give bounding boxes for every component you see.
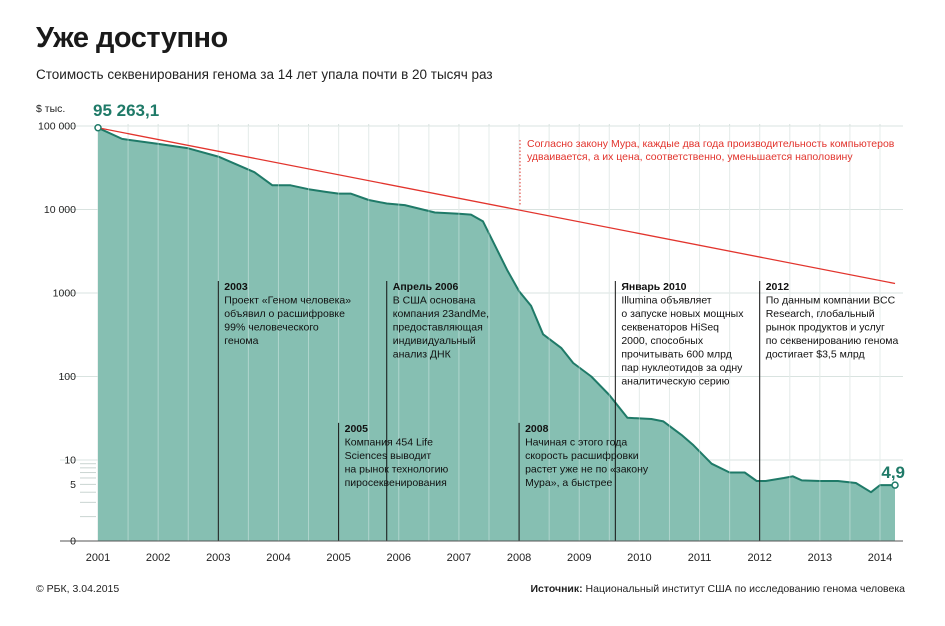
- annotation-title: 2003: [224, 281, 248, 293]
- annotation-line-text: 2000, способных: [621, 335, 704, 347]
- annotation-line-text: пиросеквенирования: [345, 477, 447, 489]
- annotation-lines: [217, 281, 761, 541]
- annotation-line-text: скорость расшифровки: [525, 450, 639, 462]
- x-tick-label: 2006: [387, 552, 411, 564]
- x-tick-label: 2002: [146, 552, 170, 564]
- annotation-line-text: компания 23andMe,: [393, 308, 489, 320]
- x-tick-label: 2010: [627, 552, 651, 564]
- x-tick-label: 2007: [447, 552, 471, 564]
- annotation-line-text: о запуске новых мощных: [621, 308, 744, 320]
- annotation-line-text: генома: [224, 335, 258, 347]
- annotation-line-text: рынок продуктов и услуг: [766, 322, 885, 334]
- annotation-line-text: В США основана: [393, 295, 476, 307]
- moore-note-line1: Согласно закону Мура, каждые два года пр…: [527, 138, 895, 150]
- x-tick-label: 2009: [567, 552, 591, 564]
- annotation-line-text: секвенаторов HiSeq: [621, 322, 719, 334]
- x-tick-label: 2004: [266, 552, 290, 564]
- annotation-line-text: объявил о расшифровке: [224, 308, 345, 320]
- y-tick-label: 100 000: [38, 121, 76, 133]
- annotation-line-text: прочитывать 600 млрд: [621, 349, 732, 361]
- annotation-title: 2012: [766, 281, 790, 293]
- x-tick-label: 2013: [808, 552, 832, 564]
- annotation-line-text: Начиная с этого года: [525, 436, 627, 448]
- y-axis-label: $ тыс.: [36, 103, 65, 115]
- y-tick-label: 100: [58, 371, 76, 383]
- x-tick-label: 2005: [326, 552, 350, 564]
- annotation-line-text: предоставляющая: [393, 322, 483, 334]
- area-layer: [97, 126, 895, 542]
- annotation-line-text: достигает $3,5 млрд: [766, 349, 865, 361]
- y-tick-label: 10 000: [44, 204, 76, 216]
- annotation-title: 2005: [345, 423, 369, 435]
- cost-line: [97, 126, 895, 494]
- annotation-title: Январь 2010: [621, 281, 686, 293]
- annotation-line-text: По данным компании BCC: [766, 295, 896, 307]
- y-tick-label: 1000: [53, 288, 77, 300]
- page-subtitle: Стоимость секвенирования генома за 14 ле…: [36, 67, 493, 82]
- first-value-label: 95 263,1: [93, 101, 159, 120]
- annotation-line-text: Проект «Геном человека»: [224, 295, 351, 307]
- annotation-line-text: Мура», а быстрее: [525, 477, 612, 489]
- moore-line: [97, 127, 896, 285]
- x-tick-label: 2001: [86, 552, 110, 564]
- annotation-line-text: 99% человеческого: [224, 322, 319, 334]
- last-point-dot: [891, 481, 899, 489]
- label-layer: Согласно закону Мура, каждые два года пр…: [36, 101, 905, 564]
- footer-source: Источник: Национальный институт США по и…: [530, 583, 905, 595]
- annotation-line-text: Компания 454 Life: [345, 436, 433, 448]
- footer-credit: © РБК, 3.04.2015: [36, 583, 120, 595]
- annotation-line-text: растет уже не по «закону: [525, 463, 649, 475]
- source-label: Источник:: [530, 583, 583, 595]
- annotation-title: 2008: [525, 423, 549, 435]
- x-tick-label: 2014: [868, 552, 892, 564]
- annotation-line-text: Sciences выводит: [345, 450, 432, 462]
- x-tick-label: 2012: [747, 552, 771, 564]
- annotation-line-text: аналитическую серию: [621, 376, 729, 388]
- source-text: Национальный институт США по исследовани…: [585, 583, 905, 595]
- x-tick-label: 2011: [688, 552, 712, 564]
- annotation-line-text: по секвенированию генома: [766, 335, 899, 347]
- x-tick-label: 2008: [507, 552, 531, 564]
- y-tick-label: 10: [64, 455, 76, 467]
- annotation-line-text: анализ ДНК: [393, 349, 452, 361]
- first-point-dot: [94, 124, 102, 132]
- cost-area: [98, 127, 895, 542]
- annotation-line-text: на рынок технологию: [345, 463, 449, 475]
- page-title: Уже доступно: [36, 22, 228, 54]
- annotation-line-text: индивидуальный: [393, 335, 476, 347]
- y-tick-label: 0: [70, 536, 76, 548]
- x-tick-label: 2003: [206, 552, 230, 564]
- annotation-line-text: Research, глобальный: [766, 308, 875, 320]
- y-tick-label: 5: [70, 479, 76, 491]
- annotation-title: Апрель 2006: [393, 281, 459, 293]
- moore-note-line2: удваивается, а их цена, соответственно, …: [527, 151, 853, 163]
- last-value-label: 4,9: [881, 463, 905, 482]
- annotation-line-text: пар нуклеотидов за одну: [621, 362, 743, 374]
- annotation-line-text: Illumina объявляет: [621, 295, 711, 307]
- moore-layer: [97, 127, 896, 285]
